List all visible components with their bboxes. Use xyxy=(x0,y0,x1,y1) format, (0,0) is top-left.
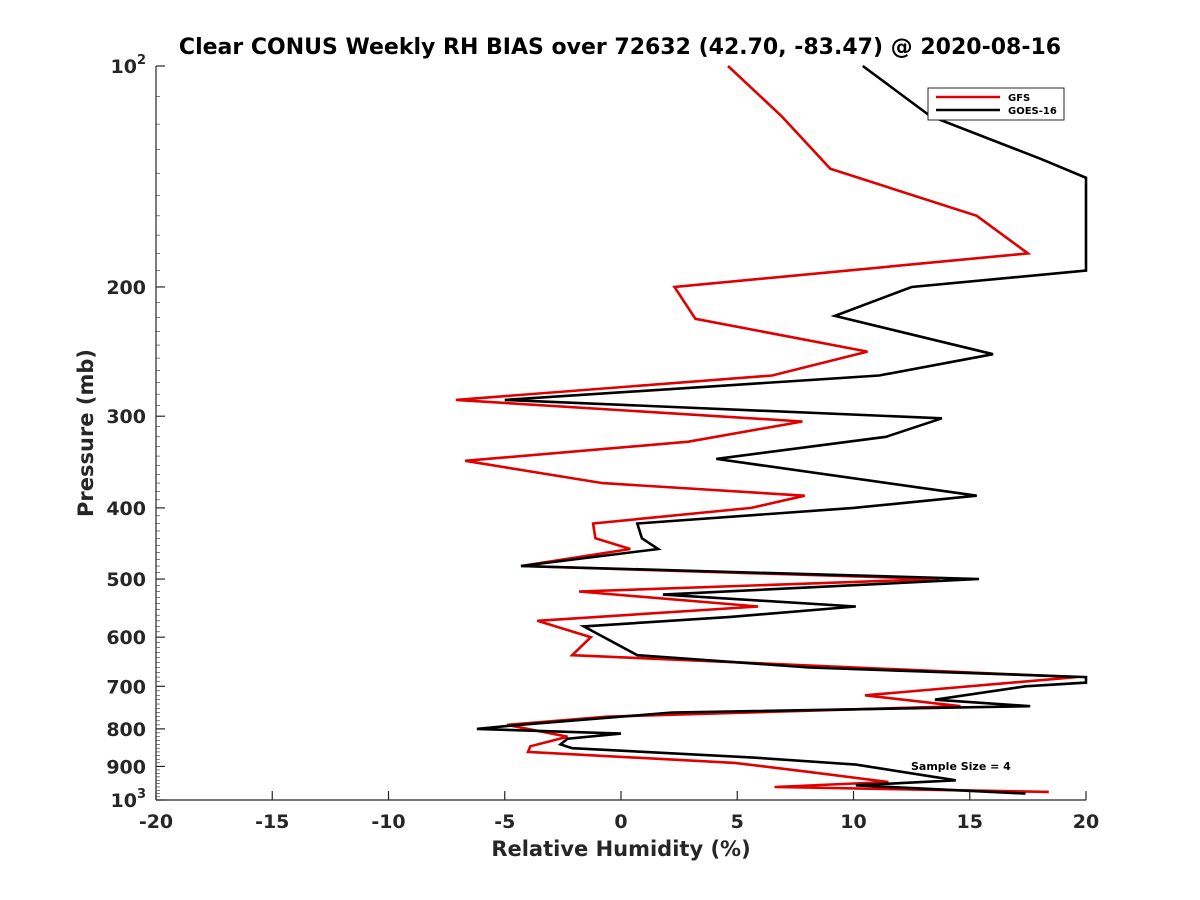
series-line-1 xyxy=(476,64,1088,795)
y-tick-label: 400 xyxy=(106,498,146,520)
y-tick-label: 200 xyxy=(106,277,146,299)
x-tick-label: 10 xyxy=(840,811,866,833)
x-tick-label: -20 xyxy=(139,811,173,833)
y-tick-label: 900 xyxy=(106,756,146,778)
y-tick-label: 500 xyxy=(106,569,146,591)
legend-box xyxy=(927,87,1065,121)
series-layer xyxy=(455,64,1088,795)
x-tick-label: 15 xyxy=(957,811,983,833)
x-tick-label: 5 xyxy=(731,811,744,833)
series-line-0 xyxy=(455,65,1077,794)
legend-label: GOES-16 xyxy=(1008,106,1057,117)
y-tick-label: 800 xyxy=(106,719,146,741)
x-axis-title: Relative Humidity (%) xyxy=(491,837,750,861)
axes-layer: -20 -15 -10 -5 0 5 10 15 20 102 200 300 400 500 600 700… xyxy=(106,53,1099,833)
sample-size-annotation: Sample Size = 4 xyxy=(911,760,1011,773)
x-tick-label: -15 xyxy=(255,811,289,833)
y-tick-label: 700 xyxy=(106,676,146,698)
legend-label: GFS xyxy=(1008,93,1030,104)
x-tick-label: 20 xyxy=(1073,811,1099,833)
x-tick-label: -5 xyxy=(494,811,515,833)
y-tick-label: 300 xyxy=(106,406,146,428)
x-tick-label: -10 xyxy=(371,811,405,833)
plot-area: -20 -15 -10 -5 0 5 10 15 20 102 200 300 400 500 600 700… xyxy=(106,53,1099,833)
y-tick-label: 103 xyxy=(111,787,147,812)
legend: GFS GOES-16 xyxy=(927,87,1065,121)
y-axis-title: Pressure (mb) xyxy=(74,349,98,517)
y-tick-label: 102 xyxy=(111,53,147,78)
y-tick-label: 600 xyxy=(106,627,146,649)
x-tick-label: 0 xyxy=(614,811,627,833)
chart-title: Clear CONUS Weekly RH BIAS over 72632 (4… xyxy=(179,35,1061,60)
